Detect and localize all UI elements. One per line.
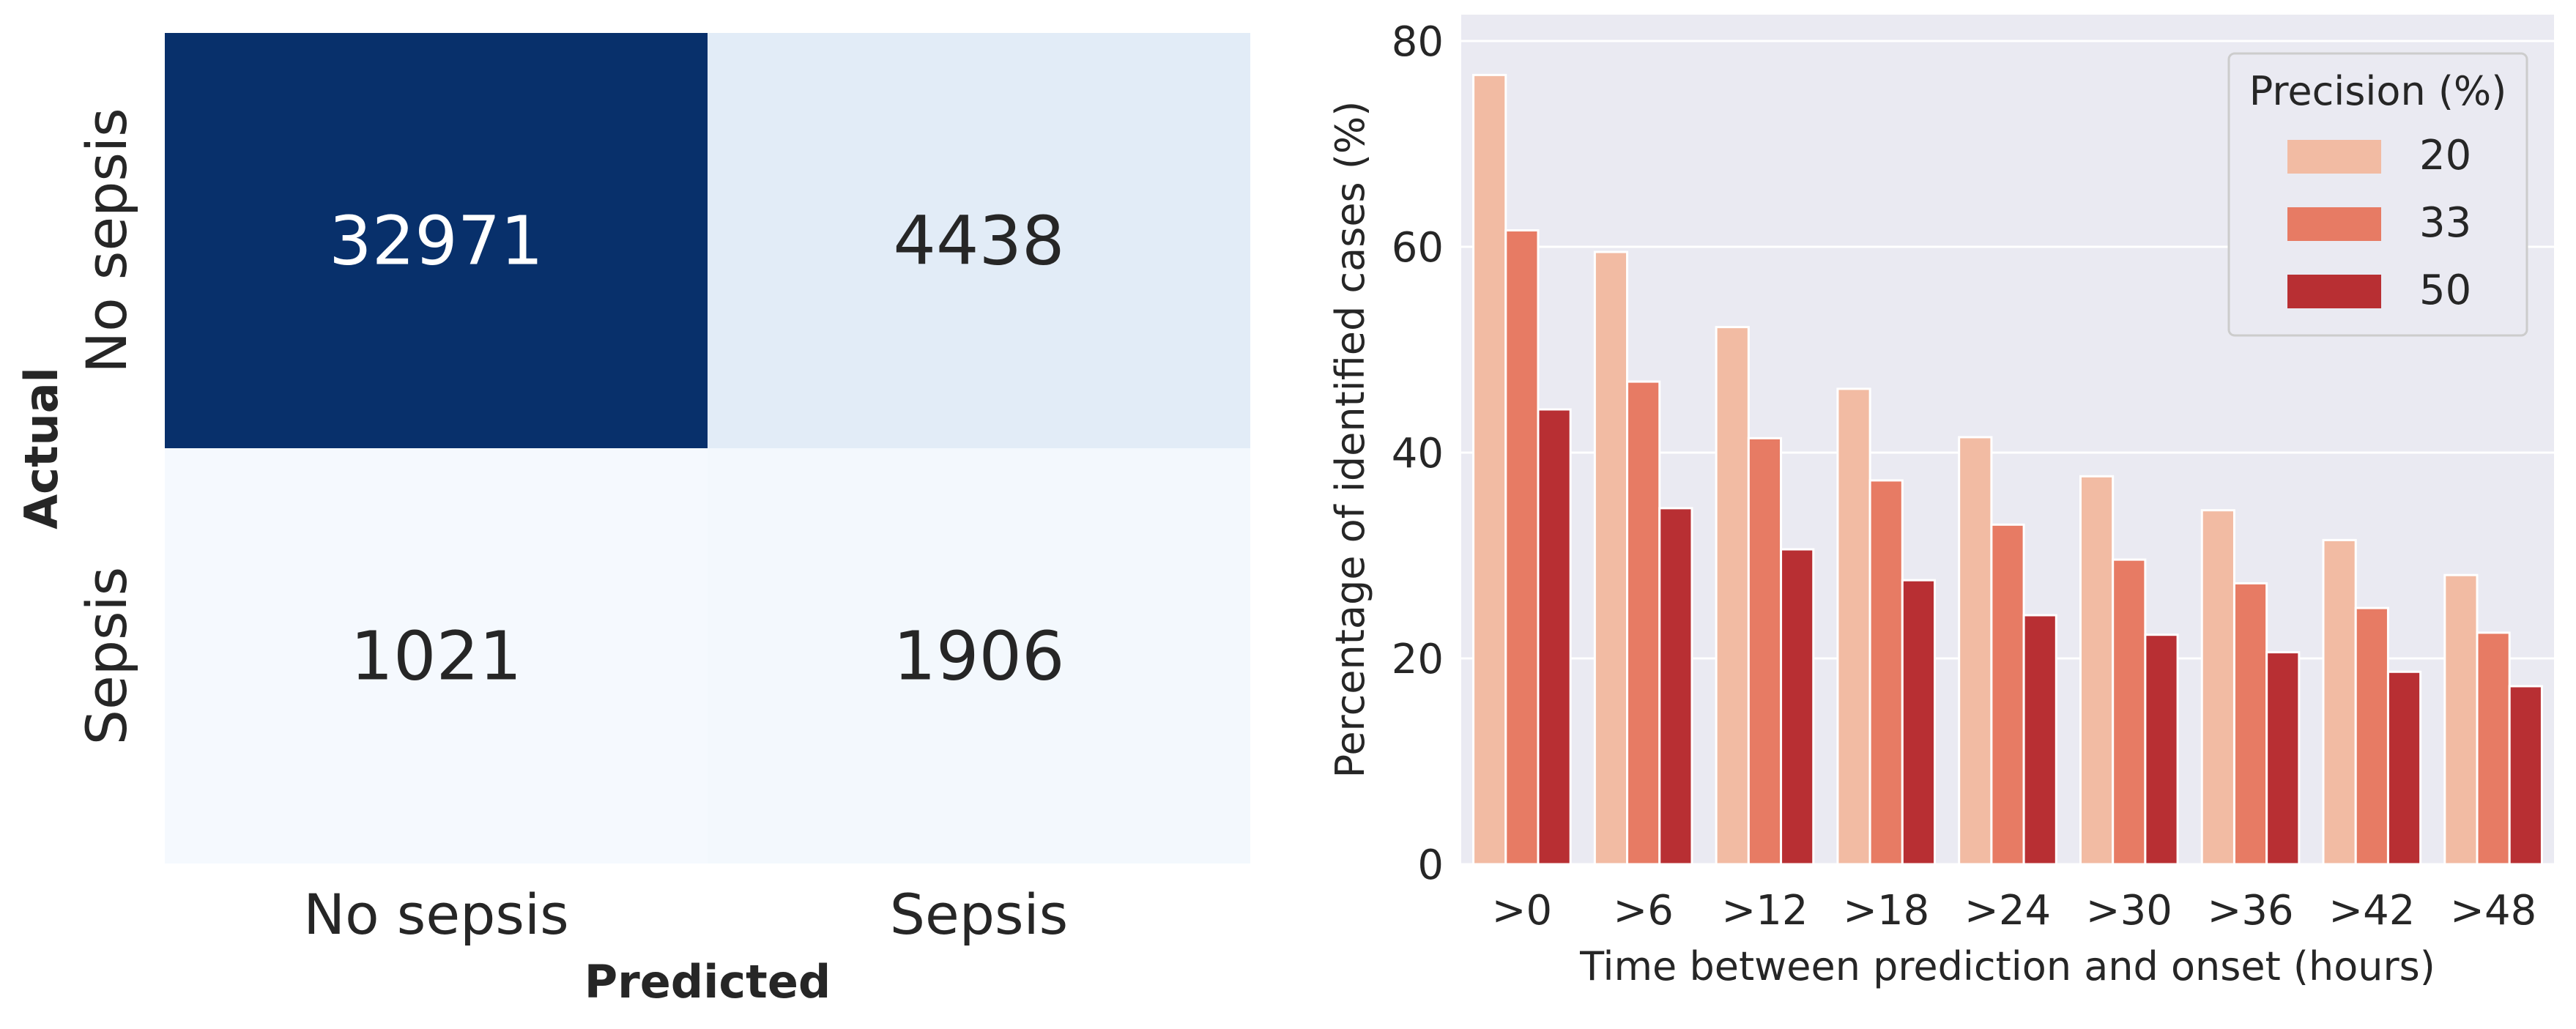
bar [2112,558,2147,866]
matrix-cell [165,448,708,863]
x-tick-label: >42 [2328,887,2415,935]
x-tick-label: >12 [1721,887,1808,935]
x-tick-label: >18 [1843,887,1929,935]
bar [1958,436,1993,866]
x-axis-label: Time between prediction and onset (hours… [1579,943,2435,989]
y-tick-label: 80 [1392,18,1444,66]
bar [1626,380,1661,866]
y-tick-label: 40 [1392,430,1444,478]
cell-value: 1906 [893,617,1064,696]
bar [1747,437,1783,866]
matrix-cell [165,33,708,448]
bar [1715,326,1750,866]
legend: Precision (%) 20 33 50 [2227,52,2528,337]
bar [1780,548,1815,866]
bar [2144,634,2179,866]
x-tick-label: Sepsis [890,882,1069,947]
bar [1990,523,2025,866]
legend-label: 20 [2419,132,2471,179]
y-axis-label: Actual [15,367,68,530]
cell-value: 1021 [350,617,521,696]
y-tick-label: 20 [1392,636,1444,683]
cell-value: 32971 [329,202,543,281]
bar [2508,685,2543,866]
bar [2200,509,2235,866]
bar-chart: 0 20 40 60 80 >0 >6 >12 >18 >24 >30 >36 >42 >48 Time b… [1327,15,2554,989]
bar [2022,614,2057,866]
bar [2354,606,2389,866]
y-tick-label: 60 [1392,224,1444,272]
y-tick-label: 0 [1417,842,1444,889]
bar [1537,408,1572,866]
x-axis-label: Predicted [584,955,831,1008]
legend-frame [2227,52,2528,337]
y-tick-label: Sepsis [74,567,139,746]
x-tick-label: >48 [2450,887,2536,935]
x-tick-label: >0 [1492,887,1553,935]
legend-swatch [2287,275,2381,308]
cell-value: 4438 [893,202,1064,281]
legend-swatch [2287,207,2381,241]
bar [2079,475,2115,866]
x-tick-label: >6 [1613,887,1674,935]
x-tick-label: >30 [2086,887,2172,935]
legend-swatch [2287,140,2381,174]
bar [2476,631,2511,866]
legend-title: Precision (%) [2249,68,2507,114]
bar [1472,73,1507,866]
legend-label: 50 [2419,267,2471,314]
bar [1836,387,1871,866]
bar [1868,479,1904,866]
legend-label: 33 [2419,199,2471,247]
bar [2386,670,2422,866]
x-tick-label: >24 [1964,887,2051,935]
x-tick-label: >36 [2207,887,2293,935]
bar [2232,582,2268,866]
x-tick-label: No sepsis [303,882,568,947]
bar [2443,573,2479,866]
matrix-cell [708,33,1250,448]
bar [1901,579,1937,866]
bar [1504,229,1540,866]
bar [1593,250,1629,866]
matrix-cell [708,448,1250,863]
y-axis-label: Percentage of identified cases (%) [1327,101,1373,779]
bar [1658,507,1693,866]
bar [2322,538,2357,866]
confusion-matrix: 32971 4438 1021 1906 No sepsis Sepsis No sepsi… [15,33,1250,1008]
y-tick-label: No sepsis [74,108,139,373]
bar [2265,651,2301,866]
